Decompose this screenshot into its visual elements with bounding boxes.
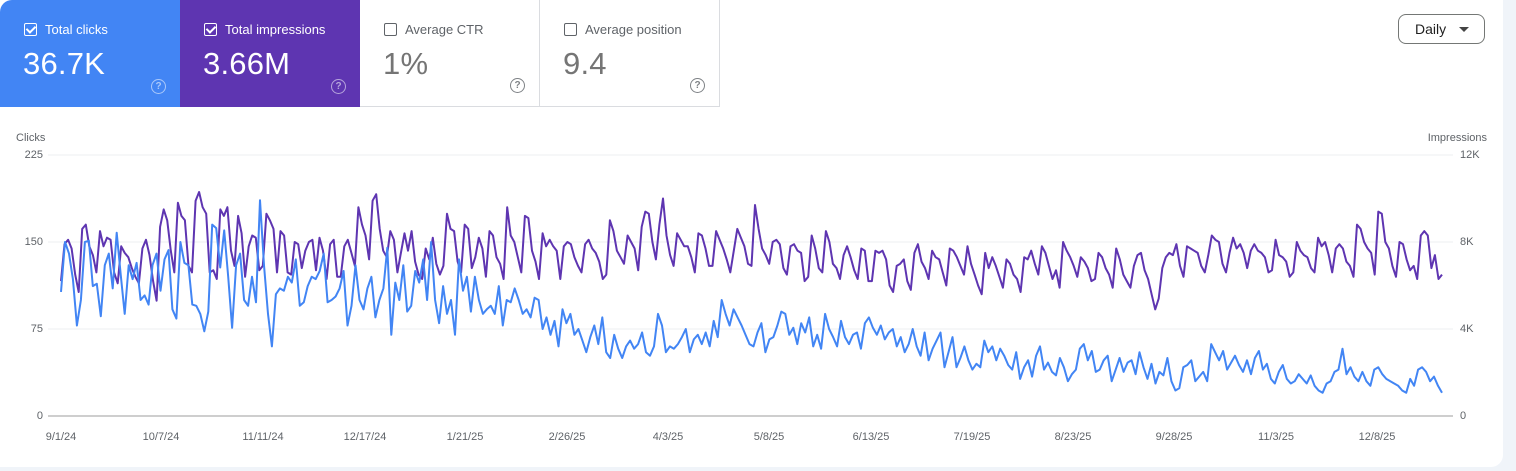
- clicks-line: [60, 199, 1443, 394]
- x-tick: 9/28/25: [1155, 431, 1193, 443]
- granularity-selected: Daily: [1415, 21, 1447, 37]
- x-tick: 7/19/25: [953, 431, 991, 443]
- help-circle-icon[interactable]: ?: [151, 79, 166, 94]
- metric-header: Average position: [564, 22, 682, 37]
- metric-label: Total impressions: [225, 22, 326, 37]
- x-tick: 1/21/25: [446, 431, 484, 443]
- metric-total-impressions[interactable]: Total impressions 3.66M ?: [180, 0, 360, 107]
- metric-value: 1%: [383, 46, 429, 81]
- y-tick-right: 12K: [1460, 149, 1480, 161]
- checkbox-unchecked-icon[interactable]: [564, 23, 577, 36]
- metric-value: 3.66M: [203, 46, 291, 81]
- metric-average-ctr[interactable]: Average CTR 1% ?: [360, 0, 540, 107]
- metric-header: Total clicks: [24, 22, 108, 37]
- x-tick: 11/11/24: [242, 431, 284, 443]
- y-tick-left: 0: [36, 410, 43, 422]
- y-axis-right-title: Impressions: [1427, 132, 1487, 144]
- x-tick: 9/1/24: [45, 431, 77, 443]
- metric-cards: Total clicks 36.7K ? Total impressions 3…: [0, 0, 720, 107]
- x-tick: 5/8/25: [753, 431, 785, 443]
- impressions-line: [60, 191, 1443, 311]
- checkbox-checked-icon[interactable]: [24, 23, 37, 36]
- x-tick: 6/13/25: [852, 431, 890, 443]
- checkbox-checked-icon[interactable]: [204, 23, 217, 36]
- y-tick-left: 225: [24, 149, 43, 161]
- metric-header: Total impressions: [204, 22, 325, 37]
- help-circle-icon[interactable]: ?: [690, 78, 705, 93]
- y-axis-left-title: Clicks: [16, 132, 46, 144]
- x-tick: 2/26/25: [548, 431, 586, 443]
- x-tick: 8/23/25: [1054, 431, 1092, 443]
- help-circle-icon[interactable]: ?: [331, 79, 346, 94]
- y-tick-right: 8K: [1460, 236, 1474, 248]
- metric-average-position[interactable]: Average position 9.4 ?: [540, 0, 720, 107]
- metric-total-clicks[interactable]: Total clicks 36.7K ?: [0, 0, 180, 107]
- metric-label: Total clicks: [45, 22, 108, 37]
- x-tick: 12/17/24: [343, 431, 387, 443]
- metric-label: Average CTR: [405, 22, 484, 37]
- checkbox-unchecked-icon[interactable]: [384, 23, 397, 36]
- metric-header: Average CTR: [384, 22, 484, 37]
- help-circle-icon[interactable]: ?: [510, 78, 525, 93]
- granularity-dropdown[interactable]: Daily: [1398, 14, 1485, 44]
- y-tick-right: 0: [1460, 410, 1467, 422]
- x-tick: 4/3/25: [652, 431, 684, 443]
- metric-label: Average position: [585, 22, 682, 37]
- x-tick: 11/3/25: [1258, 431, 1294, 443]
- metric-value: 9.4: [563, 46, 607, 81]
- y-tick-left: 150: [24, 236, 43, 248]
- caret-down-icon: [1459, 27, 1469, 32]
- y-tick-left: 75: [30, 323, 43, 335]
- x-tick: 12/8/25: [1358, 431, 1396, 443]
- y-tick-right: 4K: [1460, 323, 1474, 335]
- x-tick: 10/7/24: [142, 431, 180, 443]
- metric-value: 36.7K: [23, 46, 106, 81]
